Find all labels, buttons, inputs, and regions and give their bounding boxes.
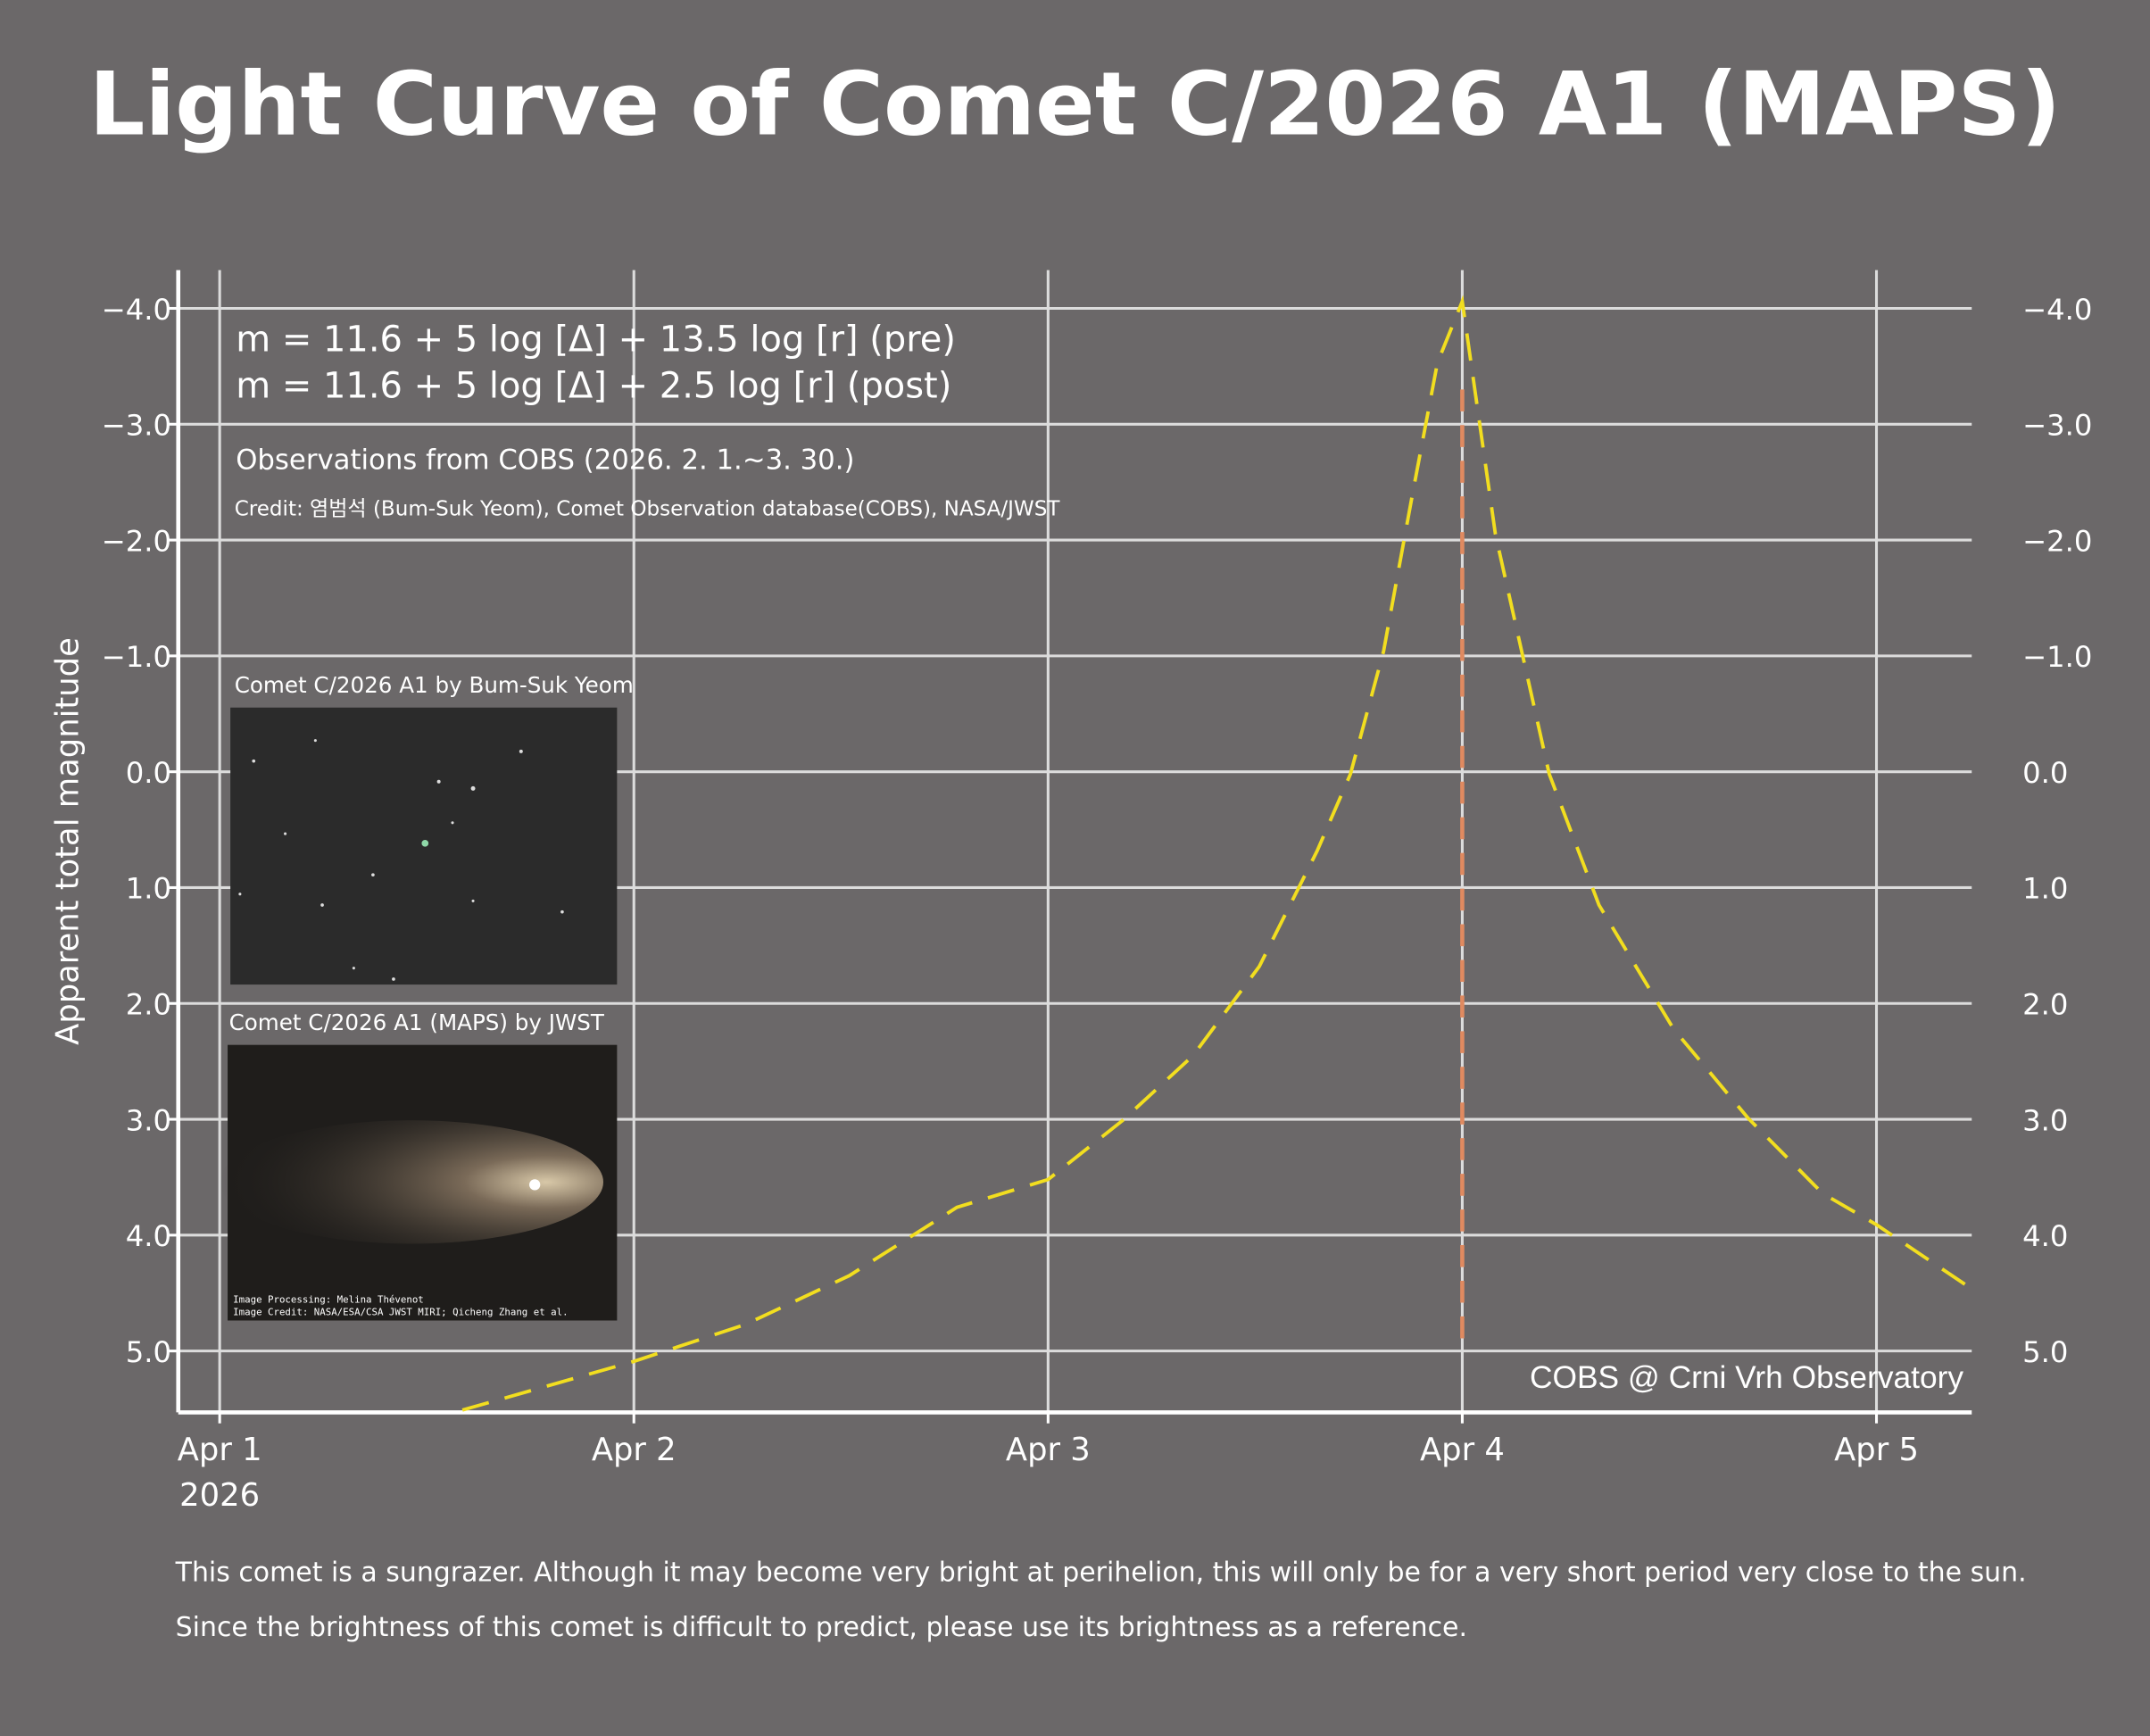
image-credit: Image Processing: Melina Thévenot bbox=[233, 1294, 424, 1306]
y-tick-label: −3.0 bbox=[102, 409, 171, 443]
y2-tick-label: 5.0 bbox=[2022, 1335, 2068, 1369]
observations: Observations from COBS (2026. 2. 1.~3. 3… bbox=[236, 444, 854, 476]
y2-tick-label: −2.0 bbox=[2022, 524, 2092, 558]
y-tick-label: 0.0 bbox=[126, 756, 171, 790]
photo-2 bbox=[219, 1044, 618, 1321]
x-tick-label: Apr 1 bbox=[178, 1432, 262, 1468]
y-tick-label: 4.0 bbox=[126, 1219, 171, 1253]
x-tick-label: Apr 5 bbox=[1834, 1432, 1919, 1468]
note: Since the brightness of this comet is di… bbox=[176, 1612, 1467, 1643]
formula: m = 11.6 + 5 log [Δ] + 2.5 log [r] (post… bbox=[236, 366, 951, 407]
y-tick-label: −1.0 bbox=[102, 640, 171, 674]
y2-tick-label: −3.0 bbox=[2022, 409, 2092, 443]
x-tick-label: Apr 2 bbox=[592, 1432, 677, 1468]
y-tick-label: 3.0 bbox=[126, 1103, 171, 1137]
y-tick-label: 5.0 bbox=[126, 1335, 171, 1369]
source: COBS @ Crni Vrh Observatory bbox=[1530, 1360, 1963, 1395]
y2-tick-label: 3.0 bbox=[2022, 1103, 2068, 1137]
image-credit: Image Credit: NASA/ESA/CSA JWST MIRI; Qi… bbox=[233, 1306, 568, 1317]
formula: m = 11.6 + 5 log [Δ] + 13.5 log [r] (pre… bbox=[236, 319, 956, 360]
y2-tick-label: 2.0 bbox=[2022, 988, 2068, 1022]
y2-tick-label: 4.0 bbox=[2022, 1219, 2068, 1253]
y2-tick-label: 0.0 bbox=[2022, 756, 2068, 790]
photo-1 bbox=[230, 707, 618, 985]
x-tick-label: Apr 4 bbox=[1420, 1432, 1505, 1468]
x-year-label: 2026 bbox=[179, 1477, 260, 1514]
y-tick-label: −4.0 bbox=[102, 293, 171, 327]
y-tick-label: 2.0 bbox=[126, 988, 171, 1022]
caption: Comet C/2026 A1 by Bum-Suk Yeom bbox=[235, 672, 634, 698]
caption: Comet C/2026 A1 (MAPS) by JWST bbox=[229, 1009, 605, 1035]
y-tick-label: −2.0 bbox=[102, 524, 171, 558]
y2-tick-label: −1.0 bbox=[2022, 640, 2092, 674]
y-axis-label: Apparent total magnitude bbox=[50, 637, 87, 1045]
y-tick-label: 1.0 bbox=[126, 872, 171, 906]
title: Light Curve of Comet C/2026 A1 (MAPS) bbox=[89, 54, 2061, 156]
light-curve bbox=[461, 295, 1969, 1412]
y2-tick-label: 1.0 bbox=[2022, 872, 2068, 906]
note: This comet is a sungrazer. Although it m… bbox=[175, 1557, 2027, 1588]
y2-tick-label: −4.0 bbox=[2022, 293, 2092, 327]
x-tick-label: Apr 3 bbox=[1006, 1432, 1091, 1468]
credit: Credit: 염범석 (Bum-Suk Yeom), Comet Observ… bbox=[235, 498, 1061, 521]
